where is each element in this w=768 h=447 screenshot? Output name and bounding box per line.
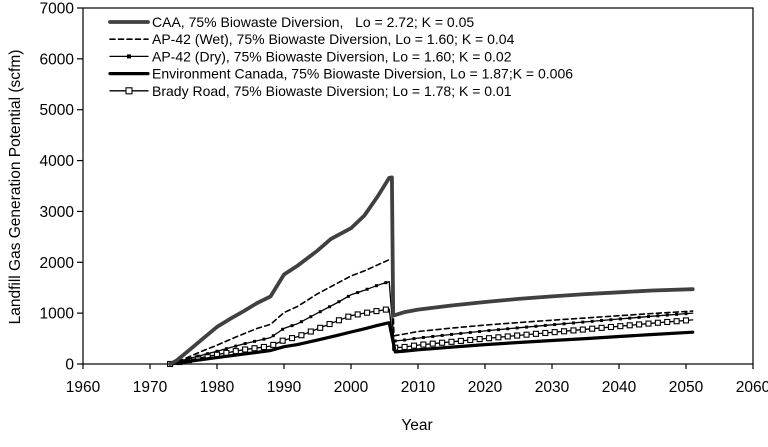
- x-tick-label: 2050: [669, 379, 704, 396]
- x-tick-label: 1980: [200, 379, 235, 396]
- legend-item-label: AP-42 (Dry), 75% Biowaste Diversion, Lo …: [152, 48, 512, 64]
- legend-item: Brady Road, 75% Biowaste Diversion; Lo =…: [109, 83, 512, 99]
- x-tick-label: 2000: [334, 379, 369, 396]
- x-tick-label: 1970: [133, 379, 168, 396]
- series-1: [169, 258, 694, 365]
- legend-item: AP-42 (Dry), 75% Biowaste Diversion, Lo …: [109, 48, 512, 64]
- series-2: [168, 280, 694, 366]
- y-tick-label: 3000: [40, 204, 75, 221]
- legend-item: AP-42 (Wet), 75% Biowaste Diversion, Lo …: [109, 31, 515, 47]
- legend-item-label: CAA, 75% Biowaste Diversion, Lo = 2.72; …: [152, 14, 474, 30]
- plot-area: 0 1000 2000 3000 4000 5000 6000 7000 1960 1970 198…: [40, 1, 768, 397]
- legend: CAA, 75% Biowaste Diversion, Lo = 2.72; …: [108, 14, 573, 99]
- series-3: [168, 321, 695, 366]
- series-4: [167, 306, 694, 368]
- y-tick-label: 2000: [40, 255, 75, 272]
- y-tick-label: 7000: [40, 1, 75, 18]
- x-tick-label: 2060: [736, 379, 768, 396]
- series-0: [168, 175, 695, 366]
- y-axis-title: Landfill Gas Generation Potential (scfm): [7, 50, 24, 325]
- legend-item-label: Environment Canada, 75% Biowaste Diversi…: [152, 66, 573, 82]
- legend-item-label: AP-42 (Wet), 75% Biowaste Diversion, Lo …: [152, 31, 515, 47]
- y-tick-label: 0: [65, 357, 74, 374]
- x-tick-label: 1990: [267, 379, 302, 396]
- x-tick-label: 2010: [401, 379, 436, 396]
- legend-item: CAA, 75% Biowaste Diversion, Lo = 2.72; …: [108, 14, 474, 30]
- y-tick-label: 1000: [40, 306, 75, 323]
- x-tick-label: 2020: [468, 379, 503, 396]
- y-tick-label: 6000: [40, 51, 75, 68]
- x-tick-label: 2030: [535, 379, 570, 396]
- legend-item: Environment Canada, 75% Biowaste Diversi…: [108, 66, 573, 82]
- y-tick-label: 5000: [40, 102, 75, 119]
- y-axis: 0 1000 2000 3000 4000 5000 6000 7000: [40, 1, 83, 374]
- legend-item-label: Brady Road, 75% Biowaste Diversion; Lo =…: [152, 83, 512, 99]
- x-tick-label: 2040: [602, 379, 637, 396]
- y-tick-label: 4000: [40, 153, 75, 170]
- x-axis: 1960 1970 1980 1990 2000 2010 2020 2030 2040 2050…: [66, 364, 768, 396]
- x-axis-title: Year: [401, 417, 432, 434]
- x-tick-label: 1960: [66, 379, 101, 396]
